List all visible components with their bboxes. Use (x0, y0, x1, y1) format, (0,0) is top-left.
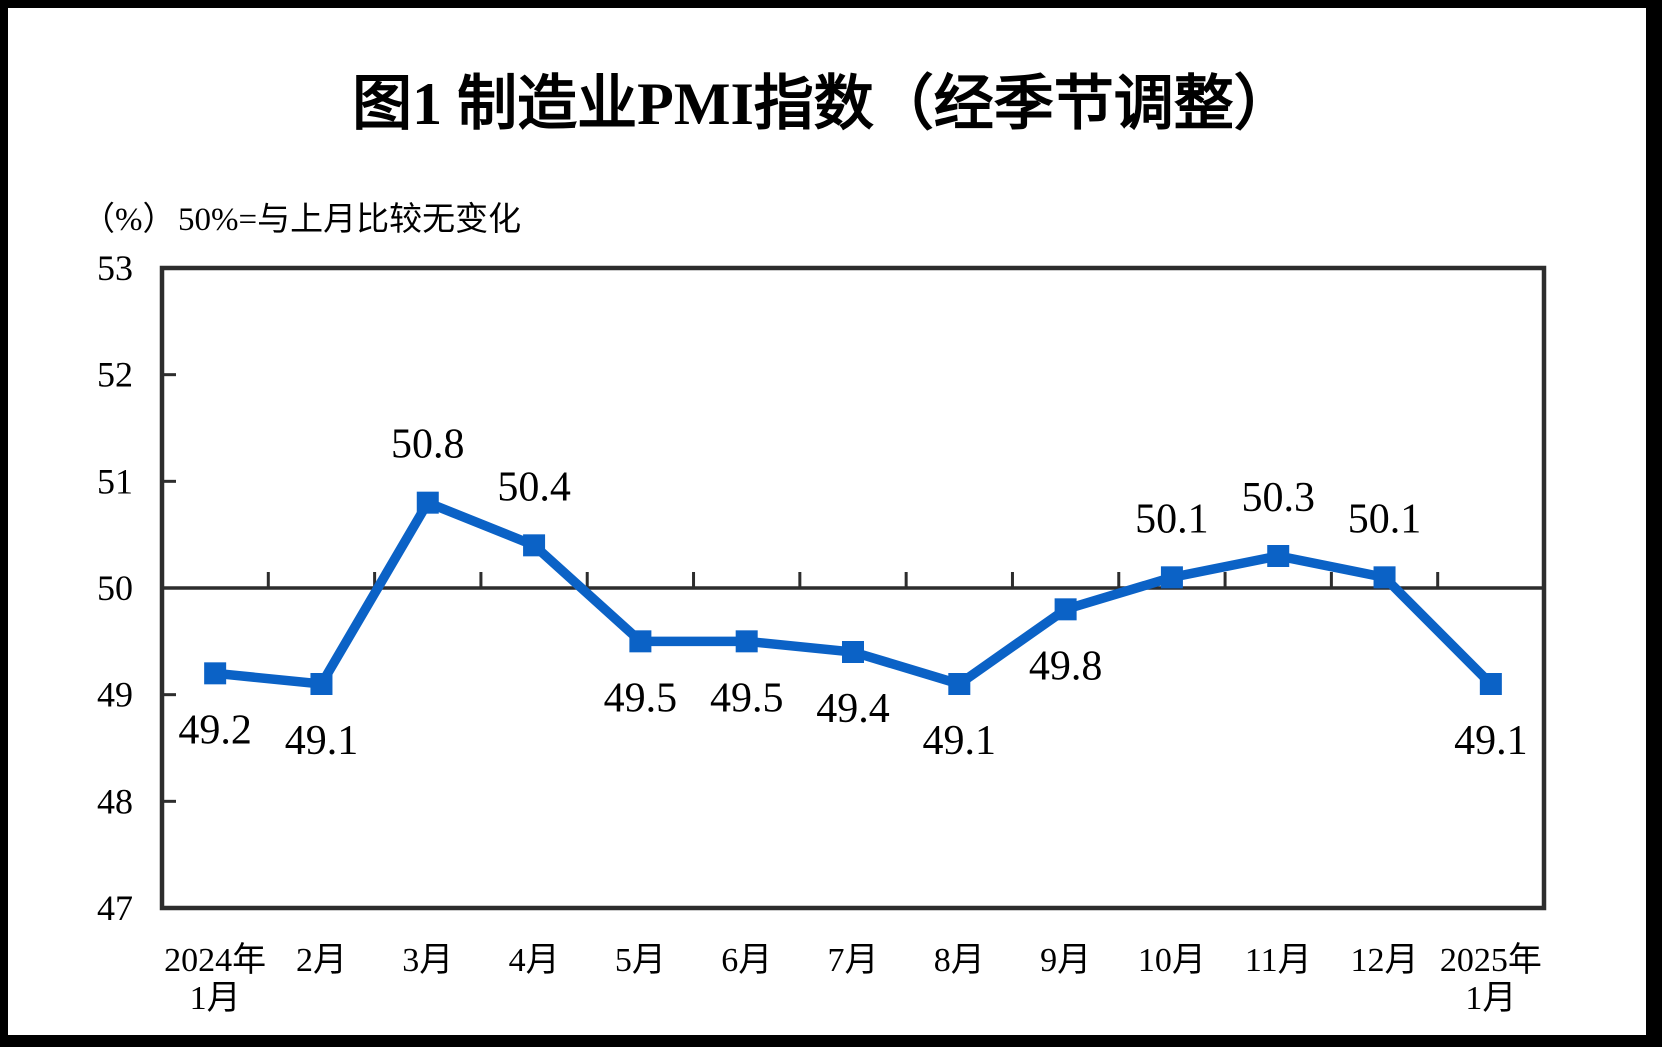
data-point-marker (1267, 545, 1290, 567)
chart-title: 图1 制造业PMI指数（经季节调整） (352, 70, 1294, 137)
data-point-label: 50.1 (1135, 496, 1209, 542)
data-point-marker (948, 673, 971, 695)
y-axis-tick-label: 53 (97, 248, 133, 288)
data-point-marker (204, 662, 227, 685)
y-axis-tick-label: 51 (97, 461, 133, 501)
reference-note: 50%=与上月比较无变化 (178, 201, 521, 238)
x-axis-month-label: 2024年 (164, 941, 266, 979)
data-point-label: 49.5 (710, 675, 784, 721)
x-axis-month-label: 4月 (509, 942, 560, 979)
y-axis-unit-label: （%） (82, 202, 176, 238)
data-point-label: 50.4 (497, 464, 571, 510)
x-axis-month-label: 7月 (828, 942, 879, 979)
data-point-marker (523, 534, 546, 557)
x-axis-month-label: 1月 (1465, 980, 1516, 1017)
x-axis-month-label: 3月 (402, 942, 453, 979)
data-point-label: 50.1 (1348, 496, 1422, 542)
x-axis-month-label: 2月 (296, 942, 347, 979)
x-axis-month-label: 1月 (190, 980, 241, 1017)
y-axis-tick-label: 47 (97, 888, 133, 928)
data-point-marker (416, 491, 439, 514)
x-axis-month-label: 2025年 (1440, 941, 1542, 979)
x-axis-month-label: 11月 (1245, 942, 1312, 979)
y-axis-tick-label: 50 (97, 568, 133, 608)
x-axis-month-label: 8月 (934, 942, 985, 979)
data-point-label: 49.5 (604, 675, 678, 721)
data-point-marker (1479, 673, 1502, 695)
data-point-marker (310, 673, 333, 695)
data-point-label: 49.1 (1454, 718, 1528, 764)
data-point-label: 50.8 (391, 422, 465, 468)
y-axis-tick-label: 48 (97, 781, 133, 821)
x-axis-month-label: 10月 (1138, 942, 1206, 979)
x-axis-month-label: 12月 (1351, 942, 1419, 979)
x-axis-month-label: 6月 (721, 942, 772, 979)
x-axis-month-label: 5月 (615, 942, 666, 979)
pmi-line-chart: 图1 制造业PMI指数（经季节调整） （%） 50%=与上月比较无变化 53 52… (82, 70, 1547, 1017)
data-point-label: 49.2 (178, 707, 252, 753)
y-axis-tick-label: 52 (97, 355, 133, 395)
data-point-marker (1160, 566, 1183, 589)
x-axis-month-label: 9月 (1040, 942, 1091, 979)
data-point-marker (842, 641, 864, 663)
y-axis-tick-label: 49 (97, 675, 133, 715)
data-point-marker (1373, 566, 1396, 589)
data-point-label: 49.8 (1029, 643, 1103, 689)
data-point-marker (629, 630, 652, 653)
data-point-marker (1054, 598, 1077, 621)
data-point-label: 49.4 (816, 686, 890, 732)
data-point-label: 50.3 (1241, 475, 1315, 521)
data-point-marker (735, 630, 758, 653)
data-point-label: 49.1 (285, 718, 359, 764)
data-point-label: 49.1 (923, 718, 997, 764)
